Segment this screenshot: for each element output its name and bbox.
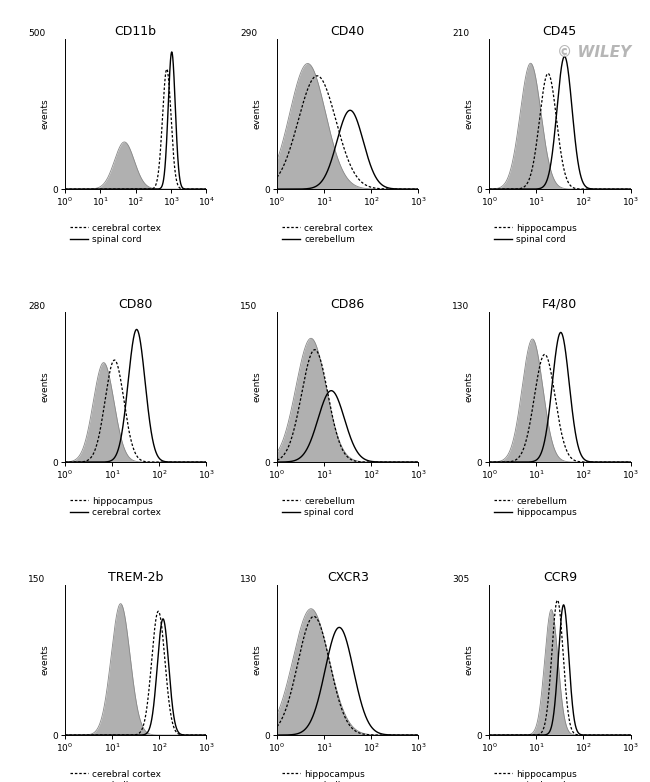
Legend: cerebral cortex, cerebellum: cerebral cortex, cerebellum (70, 769, 161, 782)
Legend: hippocampus, cerebral cortex: hippocampus, cerebral cortex (70, 497, 161, 517)
Text: 150: 150 (28, 575, 46, 583)
Y-axis label: events: events (465, 645, 474, 676)
Title: CD40: CD40 (331, 25, 365, 38)
Legend: hippocampus, spinal cord: hippocampus, spinal cord (493, 224, 577, 244)
Title: TREM-2b: TREM-2b (108, 571, 163, 584)
Legend: cerebellum, spinal cord: cerebellum, spinal cord (281, 497, 355, 517)
Text: 210: 210 (452, 29, 469, 38)
Title: CD86: CD86 (331, 298, 365, 311)
Y-axis label: events: events (40, 371, 49, 403)
Y-axis label: events: events (40, 645, 49, 676)
Legend: cerebral cortex, spinal cord: cerebral cortex, spinal cord (70, 224, 161, 244)
Legend: cerebral cortex, cerebellum: cerebral cortex, cerebellum (281, 224, 373, 244)
Title: F4/80: F4/80 (542, 298, 577, 311)
Text: 500: 500 (28, 29, 46, 38)
Title: CCR9: CCR9 (543, 571, 577, 584)
Legend: cerebellum, hippocampus: cerebellum, hippocampus (493, 497, 577, 517)
Text: 305: 305 (452, 575, 469, 583)
Legend: hippocampus, cerebellum: hippocampus, cerebellum (281, 769, 365, 782)
Text: 150: 150 (240, 302, 257, 310)
Text: 130: 130 (240, 575, 257, 583)
Y-axis label: events: events (253, 99, 261, 129)
Text: 290: 290 (240, 29, 257, 38)
Text: © WILEY: © WILEY (557, 45, 631, 60)
Title: CD11b: CD11b (114, 25, 157, 38)
Title: CXCR3: CXCR3 (327, 571, 369, 584)
Y-axis label: events: events (40, 99, 49, 129)
Legend: hippocampus, spinal cord: hippocampus, spinal cord (493, 769, 577, 782)
Title: CD80: CD80 (118, 298, 153, 311)
Y-axis label: events: events (465, 371, 474, 403)
Y-axis label: events: events (465, 99, 474, 129)
Title: CD45: CD45 (543, 25, 577, 38)
Text: 280: 280 (28, 302, 46, 310)
Text: 130: 130 (452, 302, 469, 310)
Y-axis label: events: events (253, 645, 261, 676)
Y-axis label: events: events (253, 371, 261, 403)
